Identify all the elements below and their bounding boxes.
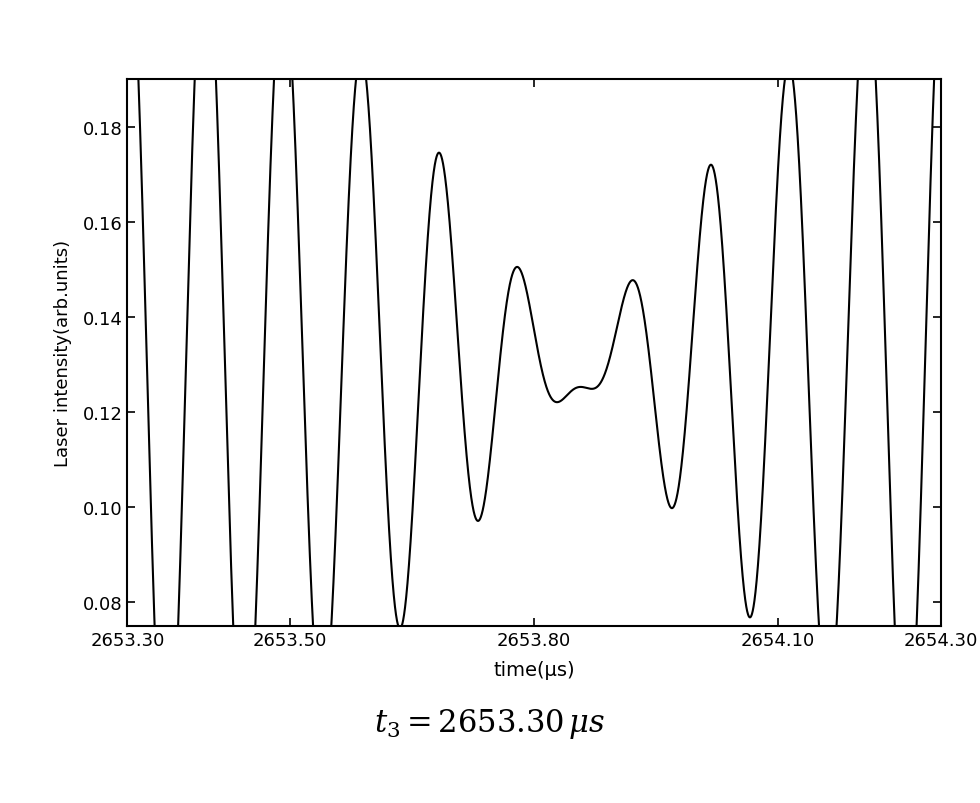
Text: $t_3 = 2653.30\,\mu s$: $t_3 = 2653.30\,\mu s$ [374,706,606,740]
Y-axis label: Laser intensity(arb.units): Laser intensity(arb.units) [54,240,72,467]
X-axis label: time(μs): time(μs) [493,660,575,679]
